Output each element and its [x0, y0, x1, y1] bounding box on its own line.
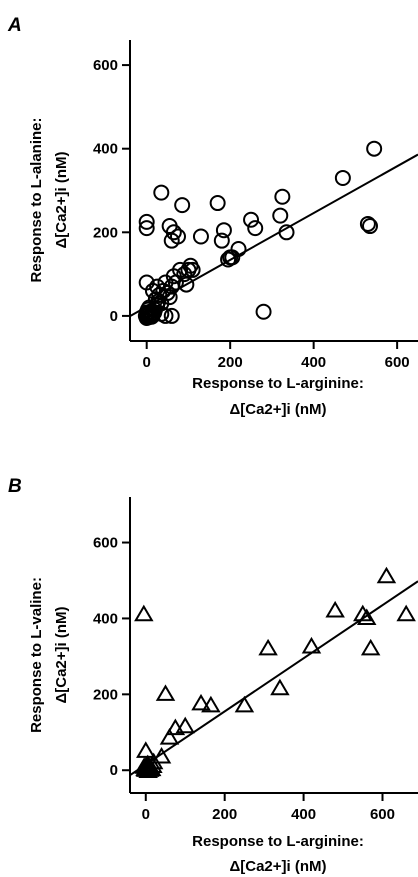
- panel-a-x-tick-label: 200: [218, 354, 243, 371]
- panel-b-data-point: [396, 604, 416, 622]
- panel-b-data-point: [376, 566, 397, 584]
- panel-a-data-point: [334, 169, 351, 186]
- panel-b-y-tick-label: 600: [93, 535, 118, 552]
- panel-a-data-point: [138, 213, 155, 230]
- panel-a-x-tick-label: 400: [301, 354, 326, 371]
- panel-b-data-point: [360, 638, 381, 656]
- panel-b-letter: B: [8, 476, 22, 497]
- panel-a-x-label-line2: Δ[Ca2+]i (nM): [229, 401, 326, 418]
- panel-b-data-point: [159, 728, 180, 745]
- panel-b-y-tick-label: 400: [93, 610, 118, 627]
- panel-a-data-point: [274, 188, 291, 205]
- panel-b-data-point: [356, 608, 377, 626]
- panel-b-data-point: [301, 636, 322, 654]
- panel-a-y-tick-label: 600: [93, 57, 118, 74]
- panel-a-data-point: [149, 278, 166, 295]
- panel-b-data-point: [325, 600, 345, 618]
- panel-a: A 0 200 400 600 0 200 400 600 Response to L-ar…: [7, 15, 418, 418]
- panel-a-y-tick-label: 0: [110, 308, 118, 325]
- panel-b-data-point: [270, 678, 290, 696]
- panel-a-y-label-line2: Δ[Ca2+]i (nM): [53, 151, 70, 248]
- panel-a-data-point: [178, 276, 195, 293]
- panel-b: B 0 200 400 600 0 200 400 600 Response to L-ar…: [8, 476, 418, 875]
- panel-a-data-point: [138, 274, 155, 291]
- panel-b-data-point: [353, 604, 373, 622]
- panel-b-data-point: [175, 716, 195, 734]
- panel-a-y-ticks: 0 200 400 600: [93, 57, 130, 325]
- panel-a-data-point: [192, 228, 209, 245]
- panel-a-x-tick-label: 0: [143, 354, 151, 371]
- panel-a-data-point: [157, 307, 174, 324]
- panel-b-y-ticks: 0 200 400 600: [93, 535, 130, 779]
- panel-a-data-point: [209, 195, 226, 212]
- panel-b-y-label-line2: Δ[Ca2+]i (nM): [53, 606, 70, 703]
- panel-a-data-point: [247, 220, 264, 237]
- panel-a-data-point: [161, 289, 178, 306]
- panel-a-data-point: [366, 140, 383, 157]
- panel-a-data-point: [174, 197, 191, 214]
- panel-b-x-label-line1: Response to L-arginine:: [192, 833, 364, 850]
- panel-a-letter: A: [7, 15, 22, 36]
- panel-b-y-tick-label: 0: [110, 762, 118, 779]
- panel-b-data-point: [201, 695, 221, 713]
- panel-a-data-point: [184, 261, 201, 278]
- panel-b-regression-line: [129, 580, 418, 776]
- panel-b-x-tick-label: 0: [142, 806, 150, 823]
- panel-b-data-point: [191, 693, 211, 711]
- panel-b-data-point: [151, 746, 172, 764]
- panel-a-data-point: [362, 218, 378, 235]
- panel-a-data-point: [272, 207, 289, 224]
- panel-a-y-label-line1: Response to L-alanine:: [28, 117, 45, 282]
- panel-a-data-point: [165, 224, 182, 241]
- panel-b-data-point: [155, 684, 176, 701]
- panel-b-data-point: [134, 604, 154, 622]
- panel-b-data-point: [136, 741, 156, 758]
- panel-a-data-point: [163, 307, 180, 324]
- panel-a-data-point: [170, 228, 186, 245]
- panel-b-x-ticks: 0 200 400 600: [142, 793, 395, 823]
- panel-b-y-label-line1: Response to L-valine:: [28, 577, 45, 733]
- panel-b-x-tick-label: 200: [212, 806, 237, 823]
- panel-a-data-point: [138, 220, 155, 237]
- panel-a-x-tick-label: 600: [385, 354, 410, 371]
- panel-a-data-point: [230, 241, 247, 258]
- panel-a-y-tick-label: 400: [93, 141, 118, 158]
- panel-a-data-point: [172, 261, 189, 278]
- panel-b-y-tick-label: 200: [93, 686, 118, 703]
- panel-a-data-point: [278, 224, 295, 241]
- panel-a-data-point: [153, 184, 170, 201]
- panel-b-x-tick-label: 600: [370, 806, 395, 823]
- panel-b-x-label-line2: Δ[Ca2+]i (nM): [229, 858, 326, 875]
- panel-a-data-point: [243, 211, 260, 228]
- panel-a-data-point: [255, 303, 272, 320]
- panel-b-data-point: [258, 638, 278, 656]
- panel-b-data-point: [143, 756, 163, 774]
- panel-b-x-tick-label: 400: [291, 806, 316, 823]
- panel-a-y-tick-label: 200: [93, 224, 118, 241]
- panel-a-data-point: [213, 232, 230, 249]
- panel-b-data-point: [234, 695, 255, 713]
- panel-a-data-point: [359, 215, 376, 232]
- panel-a-points: [137, 140, 383, 327]
- panel-b-data-point: [143, 752, 164, 770]
- panel-a-x-label-line1: Response to L-arginine:: [192, 375, 364, 392]
- panel-b-points: [134, 566, 416, 778]
- panel-a-data-point: [215, 222, 232, 239]
- panel-a-x-ticks: 0 200 400 600: [143, 341, 410, 371]
